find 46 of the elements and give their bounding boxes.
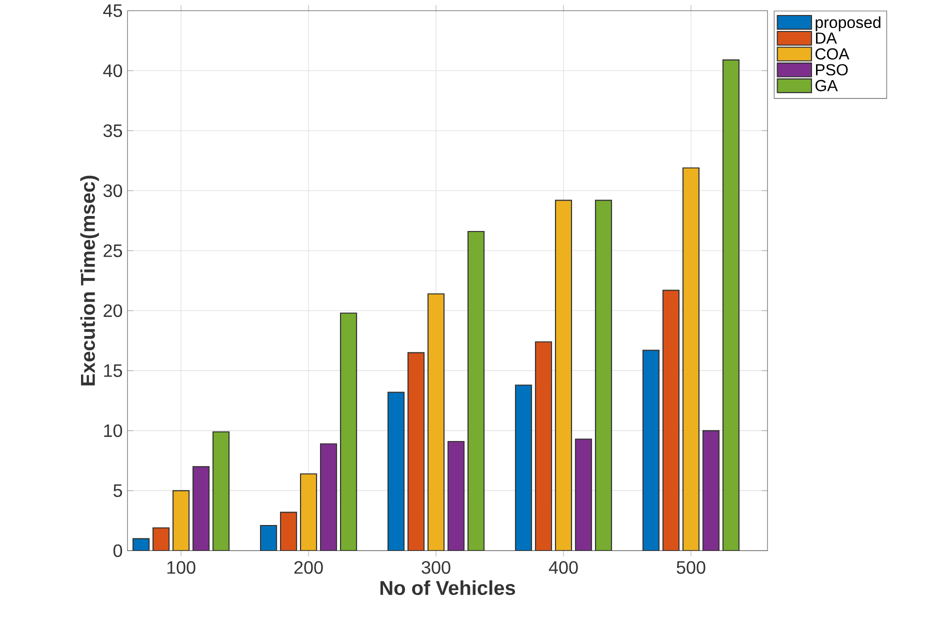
x-tick-label: 300: [422, 560, 450, 574]
y-tick-label: 5: [113, 484, 122, 497]
legend-label: GA: [815, 80, 838, 92]
legend-label: COA: [816, 48, 850, 60]
y-tick-label: 0: [113, 544, 122, 557]
bar: [702, 430, 720, 551]
bar: [534, 341, 552, 551]
y-tick-label: 45: [103, 4, 122, 17]
bar: [682, 167, 700, 551]
x-axis-title: No of Vehicles: [380, 580, 516, 595]
bar: [467, 230, 485, 551]
x-tick-label: 100: [167, 560, 196, 574]
bar: [340, 312, 358, 551]
legend-label: PSO: [816, 64, 848, 76]
bar: [662, 290, 680, 551]
legend-label: DA: [816, 32, 837, 44]
y-tick-label: 25: [104, 244, 122, 257]
x-tick-label: 400: [548, 560, 578, 574]
y-tick-label: 10: [104, 424, 122, 437]
bar: [594, 200, 612, 551]
y-tick-label: 40: [103, 64, 122, 77]
x-tick-label: 200: [294, 560, 323, 574]
bar: [212, 431, 230, 551]
y-tick-label: 15: [104, 364, 122, 377]
legend-label: proposed: [816, 16, 880, 32]
bar: [320, 443, 338, 551]
bar: [280, 512, 298, 551]
y-tick-label: 35: [103, 124, 122, 137]
bar: [554, 200, 572, 551]
bar: [132, 538, 150, 551]
bar: [722, 59, 740, 551]
bar: [387, 392, 405, 551]
bar: [407, 352, 425, 551]
bar: [427, 293, 445, 551]
x-tick-label: 500: [676, 560, 706, 574]
bar: [192, 466, 210, 551]
bar: [447, 440, 465, 551]
bar: [260, 524, 278, 551]
y-tick-label: 30: [103, 184, 122, 197]
y-tick-label: 20: [104, 304, 122, 317]
bar: [642, 350, 660, 551]
bar: [172, 490, 190, 551]
bar: [300, 473, 318, 551]
bar: [514, 384, 532, 551]
y-axis-title: Execution Time(msec): [80, 176, 99, 386]
bar: [574, 438, 592, 551]
